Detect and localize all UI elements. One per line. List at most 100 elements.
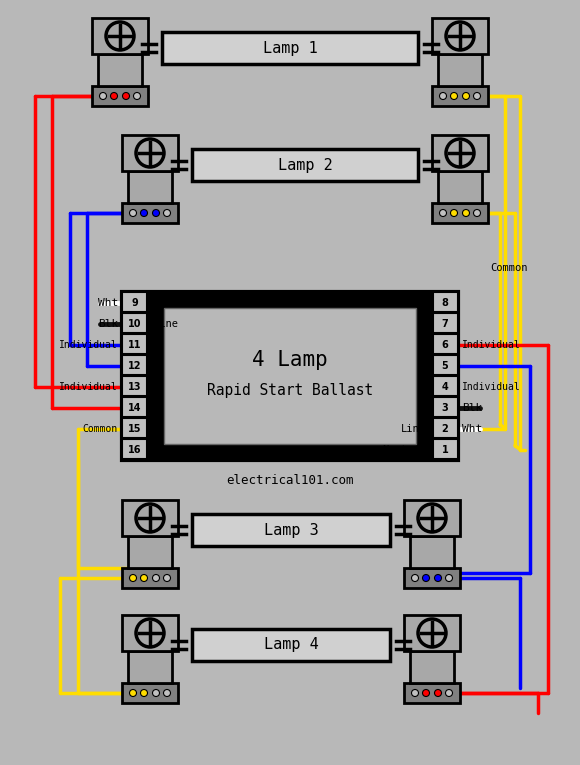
Circle shape <box>446 22 474 50</box>
Bar <box>433 397 458 417</box>
Circle shape <box>440 93 447 99</box>
Bar <box>122 500 178 536</box>
Bar <box>128 651 172 683</box>
Bar <box>98 54 142 86</box>
Circle shape <box>153 210 160 216</box>
Circle shape <box>418 619 446 647</box>
Circle shape <box>411 575 419 581</box>
Bar <box>433 439 458 459</box>
Bar <box>192 629 390 661</box>
Text: 7: 7 <box>441 318 448 328</box>
Text: 15: 15 <box>128 424 142 434</box>
Circle shape <box>411 689 419 696</box>
Bar <box>92 18 148 54</box>
Bar <box>432 203 488 223</box>
Circle shape <box>440 210 447 216</box>
Text: 13: 13 <box>128 382 142 392</box>
Bar <box>92 86 148 106</box>
Circle shape <box>122 93 129 99</box>
Text: Lamp 4: Lamp 4 <box>264 637 318 653</box>
Circle shape <box>451 210 458 216</box>
Circle shape <box>422 689 430 696</box>
Text: 10: 10 <box>128 318 142 328</box>
Bar <box>164 308 416 444</box>
Text: Line: Line <box>401 424 426 434</box>
Text: Lamp 2: Lamp 2 <box>278 158 332 172</box>
Circle shape <box>140 575 147 581</box>
Circle shape <box>136 619 164 647</box>
Bar <box>192 514 390 546</box>
Text: electrical101.com: electrical101.com <box>226 474 354 487</box>
Bar <box>122 313 147 333</box>
Text: Blk: Blk <box>98 318 118 328</box>
Text: Individual: Individual <box>462 382 521 392</box>
Circle shape <box>136 139 164 167</box>
Bar <box>122 292 147 312</box>
Bar <box>122 203 178 223</box>
Bar <box>410 536 454 568</box>
Text: 4: 4 <box>441 382 448 392</box>
Bar <box>433 334 458 354</box>
Bar <box>433 313 458 333</box>
Bar <box>438 171 482 203</box>
Bar <box>122 439 147 459</box>
Bar <box>122 355 147 375</box>
Bar <box>128 171 172 203</box>
Text: 4 Lamp: 4 Lamp <box>252 350 328 370</box>
Text: 6: 6 <box>441 340 448 350</box>
Bar <box>162 32 418 64</box>
Bar <box>404 568 460 588</box>
Circle shape <box>153 575 160 581</box>
Circle shape <box>462 210 469 216</box>
Text: 2: 2 <box>441 424 448 434</box>
Circle shape <box>140 689 147 696</box>
Text: Line: Line <box>154 318 179 328</box>
Circle shape <box>153 689 160 696</box>
Circle shape <box>164 689 171 696</box>
Bar <box>122 615 178 651</box>
Bar <box>432 18 488 54</box>
Circle shape <box>473 93 480 99</box>
Circle shape <box>473 210 480 216</box>
Text: Neutral: Neutral <box>382 444 426 454</box>
Bar <box>433 418 458 438</box>
Bar <box>432 135 488 171</box>
Circle shape <box>133 93 140 99</box>
Text: 14: 14 <box>128 402 142 412</box>
Circle shape <box>164 575 171 581</box>
Text: Blk: Blk <box>462 402 482 412</box>
Text: Individual: Individual <box>59 382 118 392</box>
Bar <box>122 334 147 354</box>
Text: Wht: Wht <box>98 298 118 308</box>
Bar <box>404 500 460 536</box>
Circle shape <box>445 575 452 581</box>
Bar <box>404 615 460 651</box>
Bar <box>122 135 178 171</box>
Bar <box>122 418 147 438</box>
Circle shape <box>111 93 118 99</box>
Circle shape <box>446 139 474 167</box>
Text: 16: 16 <box>128 444 142 454</box>
Text: Wht: Wht <box>462 424 482 434</box>
Circle shape <box>164 210 171 216</box>
Text: Individual: Individual <box>462 340 521 350</box>
Bar <box>438 54 482 86</box>
Bar <box>122 292 458 460</box>
Text: 1: 1 <box>441 444 448 454</box>
Bar <box>122 568 178 588</box>
Text: 8: 8 <box>441 298 448 308</box>
Text: Rapid Start Ballast: Rapid Start Ballast <box>207 382 373 398</box>
Circle shape <box>462 93 469 99</box>
Text: 3: 3 <box>441 402 448 412</box>
Text: 9: 9 <box>132 298 139 308</box>
Bar <box>128 536 172 568</box>
Bar <box>410 651 454 683</box>
Text: 12: 12 <box>128 360 142 370</box>
Text: Lamp 1: Lamp 1 <box>263 41 317 56</box>
Text: 11: 11 <box>128 340 142 350</box>
Circle shape <box>434 689 441 696</box>
Bar <box>432 86 488 106</box>
Circle shape <box>418 504 446 532</box>
Text: 5: 5 <box>441 360 448 370</box>
Text: Neutral: Neutral <box>154 298 198 308</box>
